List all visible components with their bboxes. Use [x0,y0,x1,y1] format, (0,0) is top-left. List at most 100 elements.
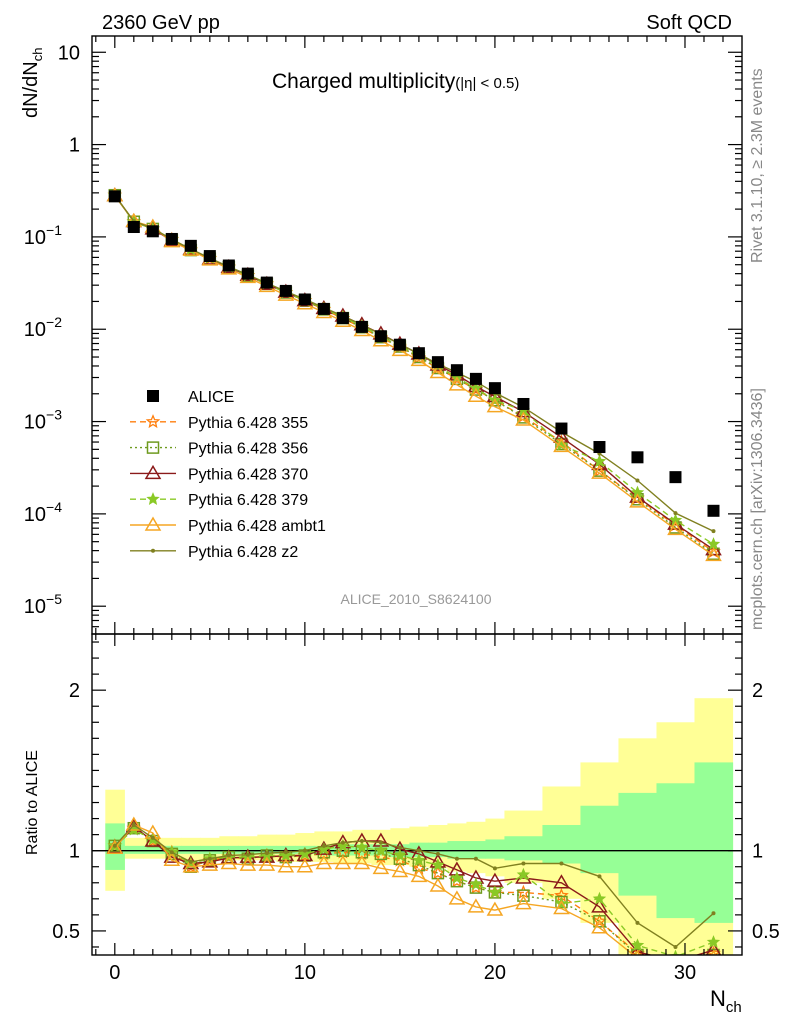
inner-band-bin [124,845,144,854]
ratio-series-pythia-6-428-z2 [112,822,716,949]
data-point [412,347,425,360]
data-point [336,312,349,325]
data-point [631,451,644,464]
ratio-plot-series [106,816,722,955]
series-alice [108,190,720,517]
ratio-point [468,879,484,894]
inner-band-bin [542,824,582,864]
legend-label: Pythia 6.428 370 [188,466,308,483]
y-tick-label: 10−4 [24,499,62,526]
ratio-series-pythia-6-428-ambt1 [106,816,717,955]
legend-entry-pythia-6-428-370: Pythia 6.428 370 [130,464,308,483]
series-point [467,387,485,402]
ratio-point [448,890,466,905]
data-point [127,221,140,234]
ratio-point [374,843,388,857]
legend-marker [151,548,155,553]
legend-marker [145,414,161,429]
ratio-point [150,835,155,840]
ratio-point [393,848,407,862]
ratio-point [412,853,426,867]
series-point [667,520,684,536]
ratio-point [559,861,564,866]
y-tick-label-base: 10 [24,596,46,618]
inner-band-bin [694,762,734,923]
legend-label: Pythia 6.428 355 [188,415,308,432]
inner-band-bin [466,841,487,859]
ratio-point [258,856,276,871]
header-left: 2360 GeV pp [102,12,220,34]
y-tick-label: 10−2 [24,314,62,341]
ratio-point [335,844,351,859]
ratio-point [302,848,307,853]
series-point [705,546,722,562]
legend-entry-alice: ALICE [147,389,234,406]
ratio-point [711,911,716,916]
ratio-point [473,856,478,861]
ratio-point [315,855,333,870]
data-point [317,302,330,315]
data-point [707,504,720,517]
x-axis-label: Nch [710,986,742,1016]
ratio-point [245,852,250,857]
ratio-y-tick-label-left: 2 [69,680,80,702]
ratio-plot-frame [91,633,743,956]
inner-band-bin [181,845,201,854]
y-tick-label-base: 1 [69,135,80,157]
ratio-point [163,851,181,867]
ratio-point [359,839,364,844]
ratio-point [592,891,607,905]
ratio-point [554,896,569,910]
inner-band-bin [485,839,506,859]
data-point [450,364,463,377]
legend-label: Pythia 6.428 379 [188,492,308,509]
series-point [486,398,504,413]
mcplots-reference-label: mcplots.cern.ch [arXiv:1306.3436] [749,388,766,630]
ratio-point [454,856,459,861]
ratio-point [112,843,117,848]
ratio-point [372,859,390,875]
main-y-axis-label-text: dN/dN [20,61,42,118]
inner-band-bin [447,841,468,859]
y-tick-label-exponent: −3 [46,407,62,423]
ratio-point [106,839,124,855]
ratio-point [631,948,644,955]
y-tick-label: 10−3 [24,407,62,434]
y-tick-label-base: 10 [24,319,46,341]
ratio-point [516,867,531,881]
ratio-point [239,856,257,871]
series-point [553,437,570,453]
series-point [448,376,466,391]
ratio-point [334,855,352,870]
data-point [555,422,568,435]
ratio-y-tick-label-left: 1 [69,841,80,863]
ratio-point [630,938,645,952]
ratio-point [207,856,212,861]
ratio-point [220,855,238,870]
data-point [260,276,273,289]
series-point [673,511,678,516]
analysis-watermark: ALICE_2010_S8624100 [340,591,491,607]
ratio-point [553,899,570,915]
series-point [410,351,428,367]
chart-title-text: Charged multiplicity [272,70,456,93]
inner-band-bin [504,836,544,861]
ratio-point [517,889,530,902]
series-point [706,537,721,550]
legend-marker [146,441,160,454]
chart-title: Charged multiplicity(|η| < 0.5) [272,70,519,93]
ratio-point [429,877,447,892]
ratio-point [264,851,269,856]
data-point [431,356,444,369]
data-point [298,293,311,306]
y-tick-label-base: 10 [24,504,46,526]
rivet-version-label: Rivet 3.1.10, ≥ 2.3M events [749,68,766,263]
ratio-point [707,948,720,955]
ratio-point [296,858,314,873]
ratio-point [283,850,288,855]
ratio-point [391,863,409,878]
data-point [108,190,121,203]
legend-label: Pythia 6.428 356 [188,441,308,458]
ratio-point [553,874,570,889]
